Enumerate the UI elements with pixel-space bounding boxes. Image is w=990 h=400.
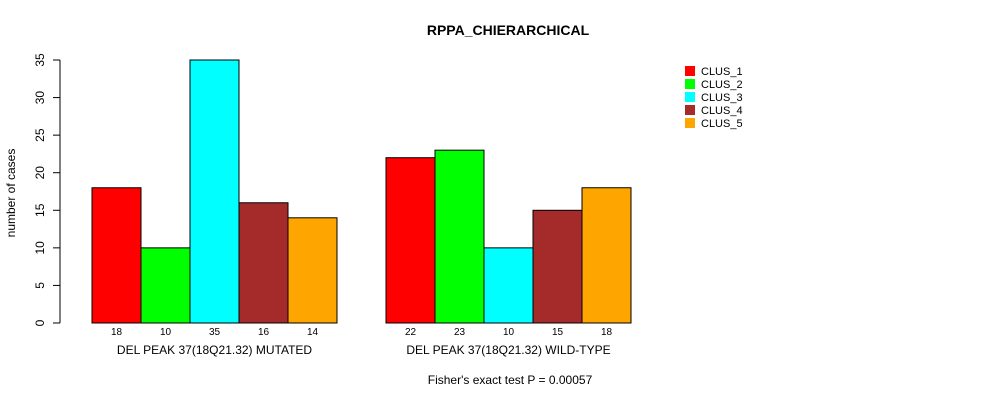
y-tick-label: 30 [33,91,47,105]
legend-label: CLUS_1 [701,66,743,78]
legend-swatch [685,92,695,102]
bar-count-label: 15 [552,327,564,338]
bar-count-label: 10 [503,327,515,338]
bar-clus-1 [385,157,436,324]
group-label: DEL PEAK 37(18Q21.32) MUTATED [117,343,313,357]
y-tick-label: 25 [33,128,47,142]
fisher-test-footnote: Fisher's exact test P = 0.00057 [428,373,593,387]
bar-clus-2 [434,149,485,324]
bar-clus-5 [581,187,632,324]
bar-clus-3 [483,247,534,324]
bar-clus-3 [189,59,240,324]
bar-count-label: 18 [601,327,613,338]
y-axis-label: number of cases [4,149,18,238]
legend-swatch [685,79,695,89]
bar-count-label: 16 [258,327,270,338]
bar-count-label: 35 [209,327,221,338]
y-tick-label: 35 [33,53,47,67]
bar-clus-4 [532,209,583,324]
y-axis: 0 5 10 15 20 25 30 35 [33,53,61,326]
y-tick-label: 10 [33,241,47,255]
y-tick-label: 15 [33,203,47,217]
bar-clus-5 [287,217,338,324]
bars: 18 10 35 16 14 DEL PEAK 37(18Q21.32) MUTATED 2… [91,59,632,357]
legend-swatch [685,66,695,76]
legend-label: CLUS_2 [701,79,743,91]
bar-count-label: 10 [160,327,172,338]
bar-clus-4 [238,202,289,324]
y-tick-label: 0 [33,319,47,326]
bar-count-label: 23 [454,327,466,338]
legend-label: CLUS_4 [701,105,743,117]
legend-label: CLUS_5 [701,118,743,130]
chart-title: RPPA_CHIERARCHICAL [427,22,590,38]
bar-count-label: 18 [111,327,123,338]
legend-swatch [685,105,695,115]
y-tick-label: 5 [33,282,47,289]
bar-count-label: 14 [307,327,319,338]
legend-swatch [685,118,695,128]
group-label: DEL PEAK 37(18Q21.32) WILD-TYPE [406,343,610,357]
y-tick-label: 20 [33,166,47,180]
bar-clus-2 [140,247,191,324]
bar-clus-1 [91,187,142,324]
bar-count-label: 22 [405,327,417,338]
legend-label: CLUS_3 [701,92,743,104]
